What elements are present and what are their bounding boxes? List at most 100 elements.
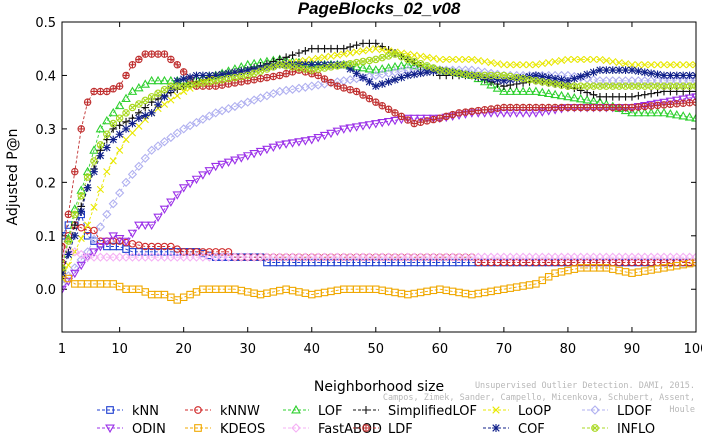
data-point xyxy=(223,252,234,262)
data-point xyxy=(135,122,143,130)
data-point xyxy=(346,43,355,51)
data-point xyxy=(641,61,649,69)
data-point xyxy=(691,252,696,262)
legend-marker xyxy=(105,424,115,434)
data-point xyxy=(95,243,106,252)
data-point xyxy=(250,76,258,84)
data-point xyxy=(569,252,579,262)
legend-item-loop: LoOP xyxy=(483,404,551,419)
data-point xyxy=(691,93,696,102)
data-point xyxy=(141,103,150,112)
data-point xyxy=(538,60,546,68)
data-point xyxy=(492,252,503,262)
data-point xyxy=(102,209,112,220)
data-point xyxy=(691,76,696,86)
data-point xyxy=(243,97,253,107)
data-point xyxy=(678,76,688,86)
data-point xyxy=(583,103,591,112)
data-point xyxy=(82,252,93,262)
data-point xyxy=(109,85,117,93)
data-point xyxy=(551,57,559,66)
data-point xyxy=(665,108,676,118)
data-point xyxy=(596,55,604,64)
data-point xyxy=(480,73,489,82)
legend-label: LOF xyxy=(318,404,343,419)
data-point xyxy=(300,137,311,146)
data-point xyxy=(166,198,176,207)
data-point xyxy=(198,252,208,262)
data-point xyxy=(659,107,669,117)
data-point xyxy=(128,61,137,69)
data-point xyxy=(371,252,381,262)
data-point xyxy=(602,92,611,101)
data-point xyxy=(141,96,150,105)
data-point xyxy=(634,103,643,111)
data-point xyxy=(358,252,368,262)
data-point xyxy=(659,76,669,86)
data-point xyxy=(76,249,86,260)
data-point xyxy=(479,76,490,86)
data-point xyxy=(281,140,291,149)
data-point xyxy=(173,92,181,100)
data-point xyxy=(287,139,298,148)
data-point xyxy=(198,114,208,124)
data-point xyxy=(95,252,106,262)
data-point xyxy=(204,252,214,262)
data-point xyxy=(564,103,572,112)
data-point xyxy=(474,56,482,65)
data-point xyxy=(608,92,617,101)
data-point xyxy=(116,146,124,154)
data-point xyxy=(666,61,674,69)
data-point xyxy=(306,136,317,145)
data-point xyxy=(179,124,189,134)
data-point xyxy=(358,63,368,72)
data-point xyxy=(127,252,138,262)
data-point xyxy=(147,109,156,117)
data-point xyxy=(410,119,418,128)
data-point xyxy=(320,75,329,83)
data-point xyxy=(583,88,591,97)
data-point xyxy=(332,252,342,262)
data-point xyxy=(652,76,663,86)
data-point xyxy=(173,76,182,85)
data-point xyxy=(608,66,617,74)
legend-marker xyxy=(362,406,370,414)
data-point xyxy=(570,74,579,83)
data-point xyxy=(204,111,214,121)
legend-label: kNNW xyxy=(220,404,260,419)
data-point xyxy=(121,237,131,247)
legend-marker xyxy=(590,405,600,415)
data-point xyxy=(186,73,194,82)
data-point xyxy=(396,60,407,70)
data-point xyxy=(615,59,623,67)
x-tick-label: 60 xyxy=(432,342,449,357)
data-point xyxy=(83,173,92,181)
data-point xyxy=(480,252,490,262)
data-point xyxy=(365,94,374,103)
data-point xyxy=(274,141,285,150)
legend-label: INFLO xyxy=(617,422,655,434)
y-tick-label: 0.3 xyxy=(35,123,56,138)
data-point xyxy=(692,87,696,96)
data-point xyxy=(455,55,463,64)
data-point xyxy=(620,76,631,86)
data-point xyxy=(429,115,438,124)
data-point xyxy=(640,76,650,86)
legend-label: ODIN xyxy=(132,422,166,434)
data-point xyxy=(601,252,611,262)
data-point xyxy=(384,78,393,86)
data-point xyxy=(346,65,355,73)
data-point xyxy=(102,237,112,247)
data-point xyxy=(333,44,342,53)
data-point xyxy=(268,143,279,153)
data-point xyxy=(557,56,566,65)
x-tick-label: 100 xyxy=(684,342,702,357)
data-point xyxy=(692,98,696,106)
data-point xyxy=(205,71,214,80)
legend-item-ldof: LDOF xyxy=(582,404,652,419)
data-point xyxy=(211,108,221,118)
data-point xyxy=(352,87,361,96)
data-point xyxy=(576,72,585,81)
data-point xyxy=(692,82,696,90)
